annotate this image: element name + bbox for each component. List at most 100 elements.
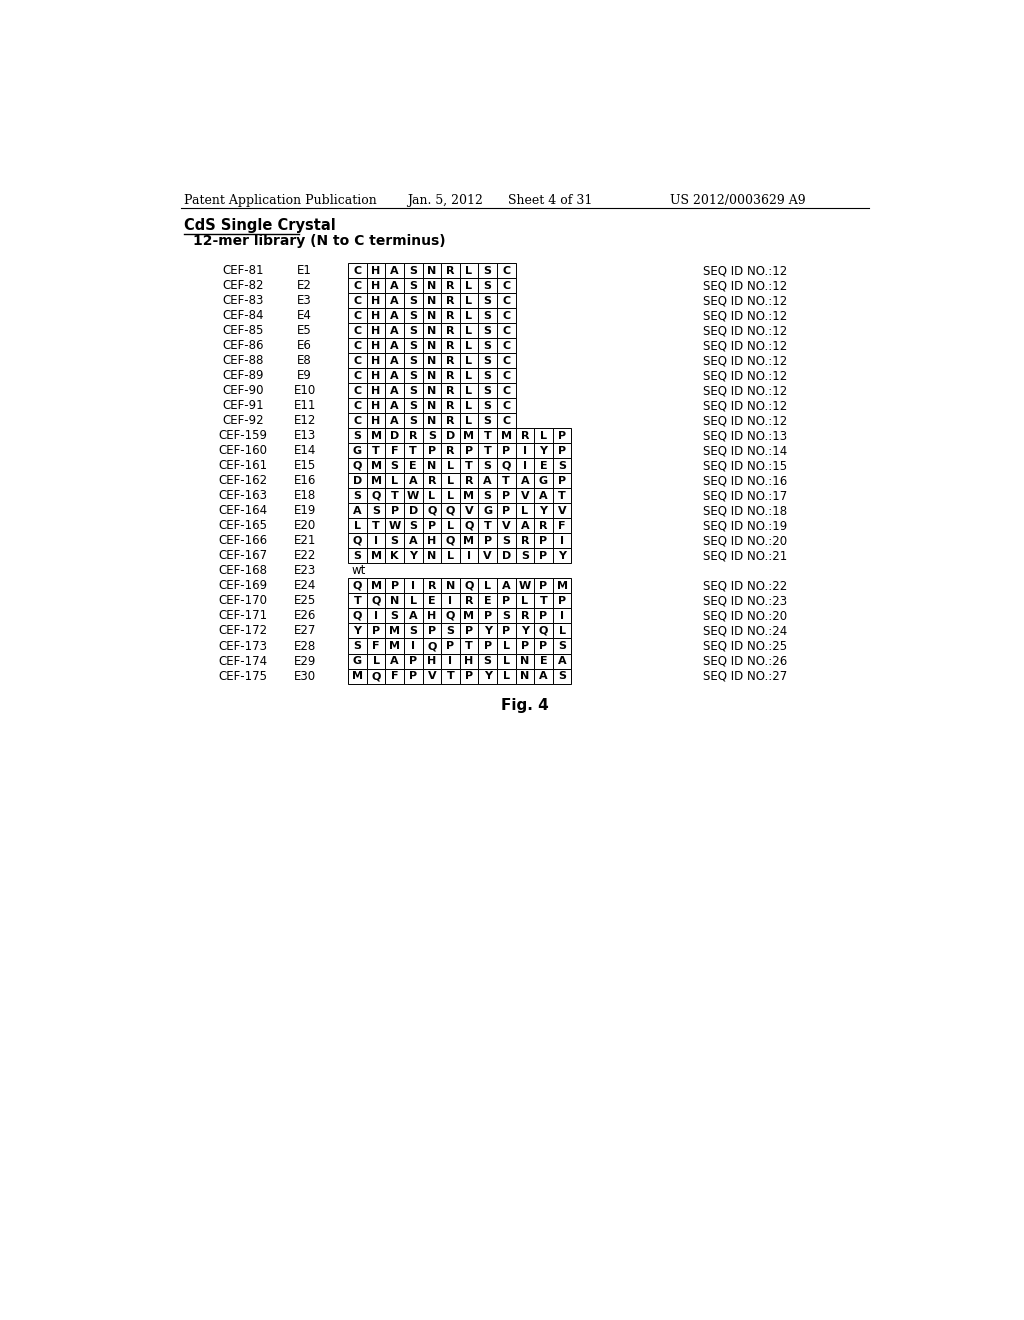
Text: I: I: [374, 536, 378, 546]
Text: T: T: [483, 430, 492, 441]
Text: S: S: [410, 401, 417, 411]
Text: Fig. 4: Fig. 4: [501, 698, 549, 713]
Text: CEF-165: CEF-165: [218, 519, 267, 532]
Text: P: P: [502, 491, 510, 500]
Text: A: A: [558, 656, 566, 667]
Bar: [385, 444, 403, 458]
Text: T: T: [465, 642, 473, 651]
Bar: [460, 668, 478, 684]
Bar: [385, 503, 403, 519]
Text: A: A: [502, 581, 511, 591]
Bar: [403, 639, 423, 653]
Bar: [403, 653, 423, 668]
Text: H: H: [427, 536, 436, 546]
Text: A: A: [390, 401, 399, 411]
Text: S: S: [483, 310, 492, 321]
Bar: [478, 354, 497, 368]
Text: H: H: [372, 416, 381, 426]
Bar: [385, 338, 403, 354]
Text: E4: E4: [297, 309, 312, 322]
Text: L: L: [466, 296, 472, 306]
Text: SEQ ID NO.:12: SEQ ID NO.:12: [703, 325, 787, 337]
Bar: [478, 639, 497, 653]
Bar: [441, 474, 460, 488]
Bar: [535, 458, 553, 474]
Text: P: P: [558, 475, 566, 486]
Bar: [403, 623, 423, 639]
Bar: [423, 503, 441, 519]
Bar: [423, 623, 441, 639]
Text: SEQ ID NO.:25: SEQ ID NO.:25: [703, 639, 787, 652]
Bar: [348, 594, 367, 609]
Text: R: R: [428, 581, 436, 591]
Text: Y: Y: [353, 626, 361, 636]
Bar: [515, 519, 535, 533]
Bar: [367, 293, 385, 308]
Bar: [441, 548, 460, 564]
Bar: [367, 354, 385, 368]
Bar: [403, 519, 423, 533]
Text: CdS Single Crystal: CdS Single Crystal: [183, 218, 336, 234]
Text: E: E: [410, 461, 417, 471]
Bar: [441, 354, 460, 368]
Bar: [553, 594, 571, 609]
Text: SEQ ID NO.:12: SEQ ID NO.:12: [703, 399, 787, 412]
Text: D: D: [390, 430, 399, 441]
Bar: [478, 594, 497, 609]
Bar: [478, 399, 497, 413]
Bar: [423, 293, 441, 308]
Text: C: C: [502, 385, 510, 396]
Bar: [403, 308, 423, 323]
Bar: [478, 279, 497, 293]
Text: CEF-162: CEF-162: [218, 474, 267, 487]
Text: V: V: [502, 521, 511, 531]
Text: S: S: [410, 626, 417, 636]
Text: S: S: [483, 371, 492, 380]
Bar: [441, 623, 460, 639]
Text: CEF-167: CEF-167: [218, 549, 267, 562]
Bar: [515, 578, 535, 594]
Text: Q: Q: [464, 581, 474, 591]
Text: Q: Q: [445, 536, 455, 546]
Bar: [367, 519, 385, 533]
Bar: [367, 623, 385, 639]
Text: CEF-164: CEF-164: [218, 504, 267, 517]
Text: T: T: [353, 595, 361, 606]
Text: M: M: [464, 491, 474, 500]
Text: Q: Q: [352, 461, 362, 471]
Text: Y: Y: [540, 446, 548, 455]
Text: CEF-82: CEF-82: [222, 279, 263, 292]
Bar: [478, 323, 497, 338]
Text: R: R: [465, 595, 473, 606]
Bar: [497, 444, 515, 458]
Bar: [441, 279, 460, 293]
Text: CEF-170: CEF-170: [218, 594, 267, 607]
Bar: [515, 594, 535, 609]
Text: S: S: [483, 416, 492, 426]
Text: C: C: [502, 310, 510, 321]
Text: S: S: [558, 642, 566, 651]
Bar: [403, 503, 423, 519]
Text: Sheet 4 of 31: Sheet 4 of 31: [508, 194, 592, 207]
Bar: [441, 323, 460, 338]
Text: A: A: [390, 416, 399, 426]
Text: E21: E21: [294, 535, 315, 548]
Bar: [460, 623, 478, 639]
Text: L: L: [466, 310, 472, 321]
Bar: [423, 578, 441, 594]
Text: Q: Q: [372, 595, 381, 606]
Bar: [497, 338, 515, 354]
Bar: [367, 444, 385, 458]
Text: E: E: [428, 595, 435, 606]
Text: I: I: [449, 656, 453, 667]
Text: A: A: [390, 310, 399, 321]
Text: Q: Q: [352, 611, 362, 620]
Text: N: N: [390, 595, 399, 606]
Text: L: L: [558, 626, 565, 636]
Text: CEF-90: CEF-90: [222, 384, 263, 397]
Bar: [385, 639, 403, 653]
Text: P: P: [502, 626, 510, 636]
Bar: [460, 548, 478, 564]
Text: SEQ ID NO.:12: SEQ ID NO.:12: [703, 339, 787, 352]
Text: S: S: [483, 265, 492, 276]
